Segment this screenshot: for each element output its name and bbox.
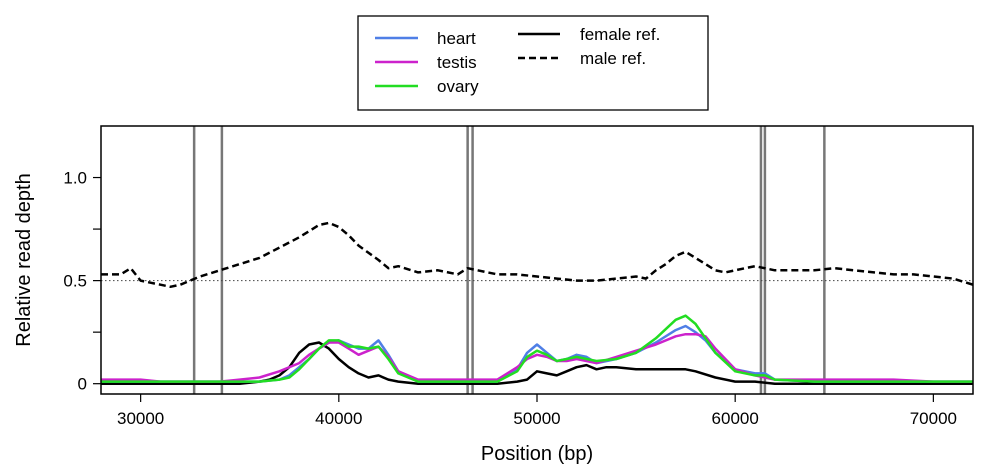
y-tick-label: 0 [78,375,87,394]
legend-label: heart [437,29,476,48]
x-tick-label: 70000 [910,409,957,428]
series-ovary [101,314,973,383]
y-axis: 0 0.5 1.0 [63,169,101,394]
x-tick-label: 60000 [712,409,759,428]
x-axis: 30000 40000 50000 60000 70000 [117,394,957,428]
series-testis [101,332,973,383]
legend-label: male ref. [580,49,646,68]
legend: heart testis ovary female ref. male ref. [357,15,709,111]
series-female-ref [101,341,973,385]
y-tick-label: 1.0 [63,169,87,188]
y-axis-label: Relative read depth [13,173,35,346]
y-tick-label: 0.5 [63,272,87,291]
series-male-ref [101,221,974,289]
x-tick-label: 50000 [513,409,560,428]
series-lines [101,221,974,385]
x-tick-label: 40000 [315,409,362,428]
legend-label: female ref. [580,25,660,44]
x-tick-label: 30000 [117,409,164,428]
x-axis-label: Position (bp) [481,443,593,465]
legend-label: ovary [437,77,479,96]
legend-label: testis [437,53,477,72]
vertical-markers [192,126,826,394]
